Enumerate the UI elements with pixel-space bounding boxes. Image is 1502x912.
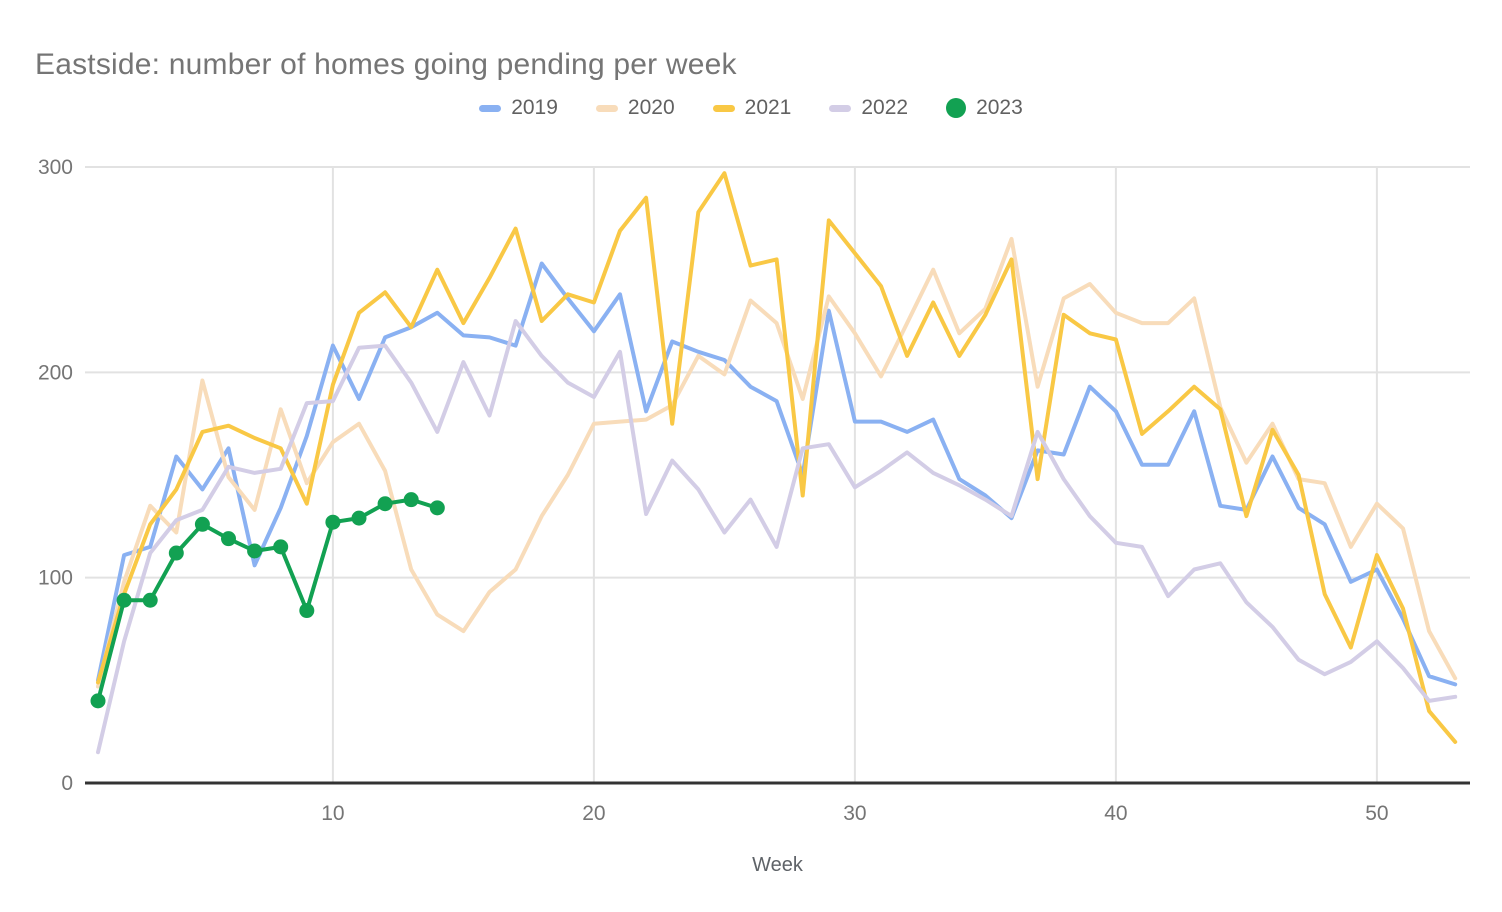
x-tick-label-30: 30 bbox=[843, 802, 866, 825]
chart-title: Eastside: number of homes going pending … bbox=[35, 48, 737, 82]
data-point-2023-week-3 bbox=[142, 592, 158, 608]
x-axis-title: Week bbox=[752, 854, 803, 876]
series-line-2019 bbox=[96, 261, 1458, 687]
x-tick-label-50: 50 bbox=[1365, 802, 1388, 825]
legend-label-2020: 2020 bbox=[627, 96, 675, 119]
legend-label-2019: 2019 bbox=[511, 96, 558, 119]
data-point-2023-week-12 bbox=[377, 496, 393, 512]
legend-item-2021: 2021 bbox=[712, 96, 792, 120]
data-point-2023-week-11 bbox=[351, 510, 367, 526]
x-tick-label-20: 20 bbox=[582, 802, 605, 825]
series-line-2022 bbox=[96, 319, 1458, 755]
data-point-2023-week-7 bbox=[247, 543, 263, 559]
legend-item-2023: 2023 bbox=[946, 96, 1023, 120]
legend-swatch-2019 bbox=[479, 104, 502, 112]
legend-swatch-2020 bbox=[595, 104, 618, 112]
series-line-2020 bbox=[96, 236, 1458, 689]
legend-swatch-2022 bbox=[829, 104, 852, 112]
legend-label-2023: 2023 bbox=[976, 96, 1023, 119]
series-line-2021 bbox=[96, 171, 1458, 744]
data-point-2023-week-6 bbox=[221, 531, 236, 547]
data-point-2023-week-8 bbox=[273, 539, 289, 555]
legend-item-2022: 2022 bbox=[829, 96, 908, 120]
y-tick-label-0: 0 bbox=[61, 772, 73, 795]
y-tick-label-100: 100 bbox=[38, 567, 73, 590]
data-point-2023-week-10 bbox=[325, 514, 341, 530]
legend-item-2020: 2020 bbox=[595, 96, 675, 120]
legend-label-2022: 2022 bbox=[861, 96, 909, 119]
legend-swatch-2021 bbox=[712, 104, 735, 112]
data-point-2023-week-9 bbox=[299, 603, 315, 619]
data-point-2023-week-4 bbox=[168, 545, 184, 561]
y-tick-label-300: 300 bbox=[38, 156, 73, 179]
data-point-2023-week-14 bbox=[429, 500, 445, 516]
data-point-2023-week-13 bbox=[403, 492, 419, 508]
y-tick-label-200: 200 bbox=[38, 361, 73, 384]
x-tick-label-40: 40 bbox=[1104, 802, 1127, 825]
data-point-2023-week-2 bbox=[116, 592, 132, 608]
x-tick-label-10: 10 bbox=[321, 802, 344, 825]
data-point-2023-week-1 bbox=[90, 693, 106, 709]
legend-label-2021: 2021 bbox=[744, 96, 792, 119]
data-point-2023-week-5 bbox=[194, 516, 210, 532]
legend-swatch-2023 bbox=[946, 98, 967, 118]
legend-item-2019: 2019 bbox=[479, 96, 558, 120]
chart-legend: 2019 2020 2021 2022 2023 bbox=[0, 96, 1502, 120]
